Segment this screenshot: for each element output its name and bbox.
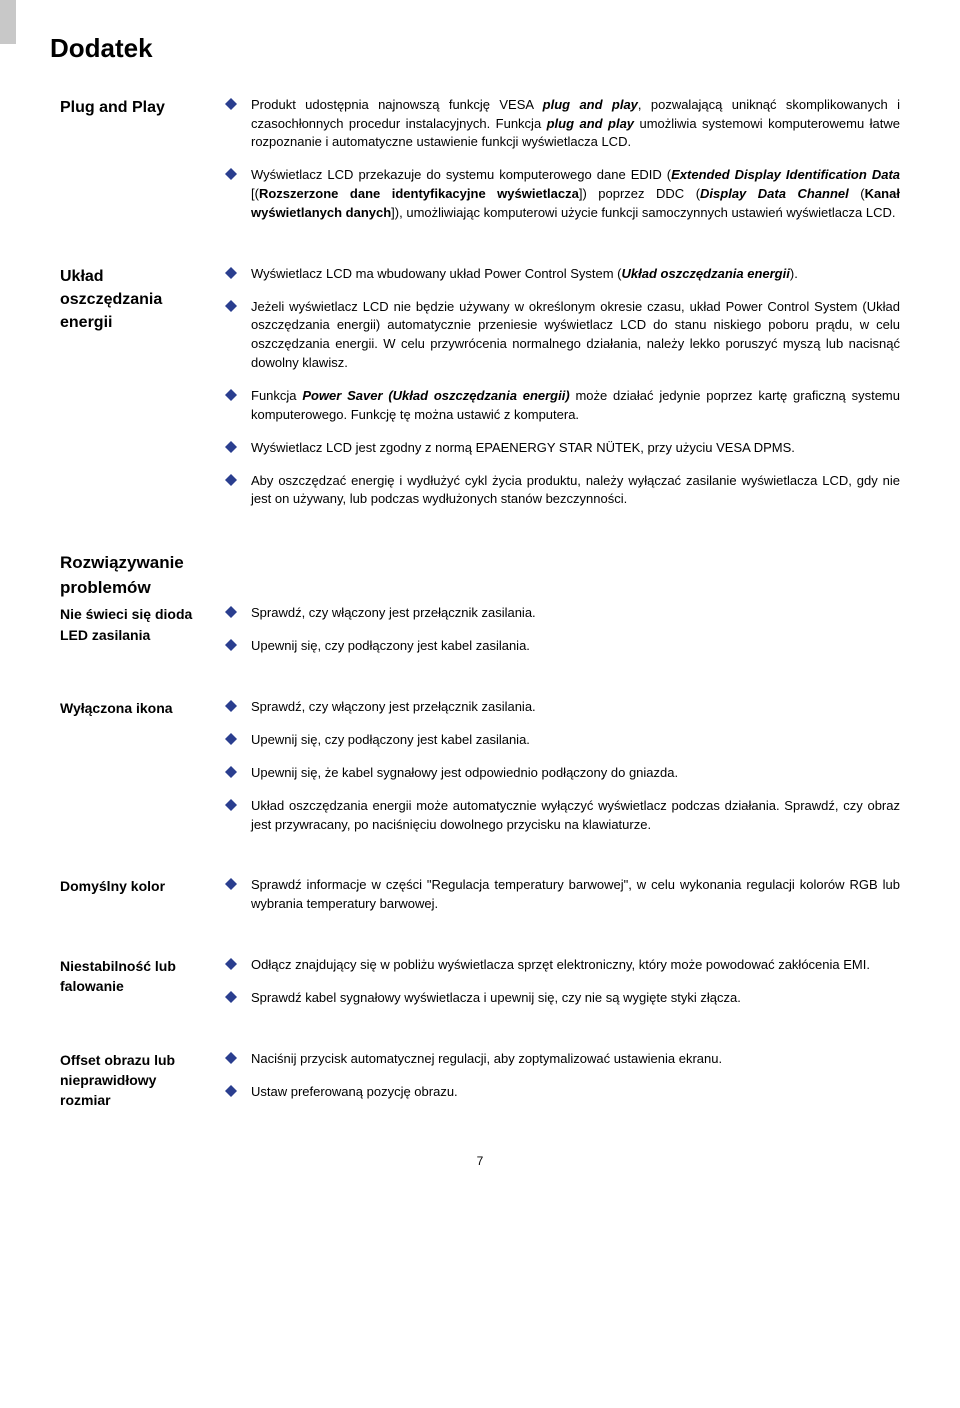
page-title: Dodatek	[50, 30, 900, 68]
section: Niestabilność lubfalowanie Odłącz znajduj…	[60, 956, 900, 1008]
section-label: Układoszczędzaniaenergii	[60, 265, 225, 509]
section-label-line: Plug and Play	[60, 96, 205, 119]
bullet-item: Jeżeli wyświetlacz LCD nie będzie używan…	[225, 298, 900, 373]
bullet-item: Układ oszczędzania energii może automaty…	[225, 797, 900, 835]
section: Plug and Play Produkt udostępnia najnowsz…	[60, 96, 900, 223]
section-label: Niestabilność lubfalowanie	[60, 956, 225, 1008]
section: Wyłączona ikona Sprawdź, czy włączony jes…	[60, 698, 900, 834]
bullet-item: Wyświetlacz LCD jest zgodny z normą EPAE…	[225, 439, 900, 458]
bullet-text: Naciśnij przycisk automatycznej regulacj…	[251, 1050, 900, 1069]
diamond-icon	[225, 700, 237, 712]
bullet-item: Sprawdź, czy włączony jest przełącznik z…	[225, 604, 900, 623]
section-label: Plug and Play	[60, 96, 225, 223]
bullet-item: Produkt udostępnia najnowszą funkcję VES…	[225, 96, 900, 153]
section-label-line: falowanie	[60, 976, 205, 996]
diamond-icon	[225, 168, 237, 180]
troubleshoot-label-col: Rozwiązywanie problemów	[60, 551, 225, 604]
diamond-icon	[225, 606, 237, 618]
bullet-item: Sprawdź informacje w części "Regulacja t…	[225, 876, 900, 914]
bullet-text: Sprawdź kabel sygnałowy wyświetlacza i u…	[251, 989, 900, 1008]
troubleshoot-container: Rozwiązywanie problemówNie świeci się di…	[60, 551, 900, 1110]
troubleshoot-heading-row: Rozwiązywanie problemów	[60, 551, 900, 604]
diamond-icon	[225, 766, 237, 778]
bullet-text: Ustaw preferowaną pozycję obrazu.	[251, 1083, 900, 1102]
section-label-line: nieprawidłowy	[60, 1070, 205, 1090]
bullet-text: Upewnij się, czy podłączony jest kabel z…	[251, 637, 900, 656]
section-content: Odłącz znajdujący się w pobliżu wyświetl…	[225, 956, 900, 1008]
diamond-icon	[225, 733, 237, 745]
empty-content	[225, 551, 900, 604]
bullet-text: Upewnij się, że kabel sygnałowy jest odp…	[251, 764, 900, 783]
section: Nie świeci się diodaLED zasilania Sprawdź…	[60, 604, 900, 656]
page-number: 7	[60, 1153, 900, 1170]
section-content: Naciśnij przycisk automatycznej regulacj…	[225, 1050, 900, 1111]
section-label-line: Układ	[60, 265, 205, 288]
diamond-icon	[225, 799, 237, 811]
bullet-text: Sprawdź, czy włączony jest przełącznik z…	[251, 698, 900, 717]
bullet-text: Funkcja Power Saver (Układ oszczędzania …	[251, 387, 900, 425]
diamond-icon	[225, 1085, 237, 1097]
section-content: Produkt udostępnia najnowszą funkcję VES…	[225, 96, 900, 223]
bullet-text: Układ oszczędzania energii może automaty…	[251, 797, 900, 835]
section-label-line: rozmiar	[60, 1090, 205, 1110]
diamond-icon	[225, 389, 237, 401]
diamond-icon	[225, 991, 237, 1003]
bullet-item: Wyświetlacz LCD przekazuje do systemu ko…	[225, 166, 900, 223]
bullet-item: Naciśnij przycisk automatycznej regulacj…	[225, 1050, 900, 1069]
section-label-line: Wyłączona ikona	[60, 698, 205, 718]
section-content: Wyświetlacz LCD ma wbudowany układ Power…	[225, 265, 900, 509]
bullet-item: Ustaw preferowaną pozycję obrazu.	[225, 1083, 900, 1102]
section-content: Sprawdź, czy włączony jest przełącznik z…	[225, 604, 900, 656]
diamond-icon	[225, 878, 237, 890]
section-label: Domyślny kolor	[60, 876, 225, 914]
diamond-icon	[225, 958, 237, 970]
diamond-icon	[225, 1052, 237, 1064]
section-label-line: LED zasilania	[60, 625, 205, 645]
bullet-text: Produkt udostępnia najnowszą funkcję VES…	[251, 96, 900, 153]
section-label: Nie świeci się diodaLED zasilania	[60, 604, 225, 656]
bullet-text: Wyświetlacz LCD ma wbudowany układ Power…	[251, 265, 900, 284]
bullet-item: Wyświetlacz LCD ma wbudowany układ Power…	[225, 265, 900, 284]
section-content: Sprawdź informacje w części "Regulacja t…	[225, 876, 900, 914]
section: Offset obrazu lubnieprawidłowyrozmiar Nac…	[60, 1050, 900, 1111]
bullet-text: Wyświetlacz LCD jest zgodny z normą EPAE…	[251, 439, 900, 458]
diamond-icon	[225, 441, 237, 453]
diamond-icon	[225, 267, 237, 279]
page: Dodatek Plug and Play Produkt udostępnia …	[0, 0, 960, 1408]
section-label-line: energii	[60, 311, 205, 334]
section-label: Wyłączona ikona	[60, 698, 225, 834]
diamond-icon	[225, 639, 237, 651]
bullet-item: Funkcja Power Saver (Układ oszczędzania …	[225, 387, 900, 425]
troubleshoot-heading: Rozwiązywanie problemów	[60, 551, 205, 600]
section-label: Offset obrazu lubnieprawidłowyrozmiar	[60, 1050, 225, 1111]
section-label-line: Niestabilność lub	[60, 956, 205, 976]
section: Domyślny kolor Sprawdź informacje w częśc…	[60, 876, 900, 914]
section-label-line: Domyślny kolor	[60, 876, 205, 896]
bullet-text: Sprawdź informacje w części "Regulacja t…	[251, 876, 900, 914]
section-label-line: oszczędzania	[60, 288, 205, 311]
bullet-text: Jeżeli wyświetlacz LCD nie będzie używan…	[251, 298, 900, 373]
bullet-text: Sprawdź, czy włączony jest przełącznik z…	[251, 604, 900, 623]
sections-container: Plug and Play Produkt udostępnia najnowsz…	[60, 96, 900, 510]
section-label-line: Offset obrazu lub	[60, 1050, 205, 1070]
bullet-text: Wyświetlacz LCD przekazuje do systemu ko…	[251, 166, 900, 223]
bullet-item: Upewnij się, czy podłączony jest kabel z…	[225, 637, 900, 656]
bullet-item: Upewnij się, że kabel sygnałowy jest odp…	[225, 764, 900, 783]
section: Układoszczędzaniaenergii Wyświetlacz LCD …	[60, 265, 900, 509]
diamond-icon	[225, 98, 237, 110]
bullet-item: Upewnij się, czy podłączony jest kabel z…	[225, 731, 900, 750]
section-label-line: Nie świeci się dioda	[60, 604, 205, 624]
bullet-item: Sprawdź kabel sygnałowy wyświetlacza i u…	[225, 989, 900, 1008]
left-band-decor	[0, 0, 16, 44]
bullet-text: Upewnij się, czy podłączony jest kabel z…	[251, 731, 900, 750]
bullet-text: Aby oszczędzać energię i wydłużyć cykl ż…	[251, 472, 900, 510]
diamond-icon	[225, 474, 237, 486]
section-content: Sprawdź, czy włączony jest przełącznik z…	[225, 698, 900, 834]
bullet-item: Aby oszczędzać energię i wydłużyć cykl ż…	[225, 472, 900, 510]
bullet-item: Sprawdź, czy włączony jest przełącznik z…	[225, 698, 900, 717]
bullet-text: Odłącz znajdujący się w pobliżu wyświetl…	[251, 956, 900, 975]
diamond-icon	[225, 300, 237, 312]
bullet-item: Odłącz znajdujący się w pobliżu wyświetl…	[225, 956, 900, 975]
